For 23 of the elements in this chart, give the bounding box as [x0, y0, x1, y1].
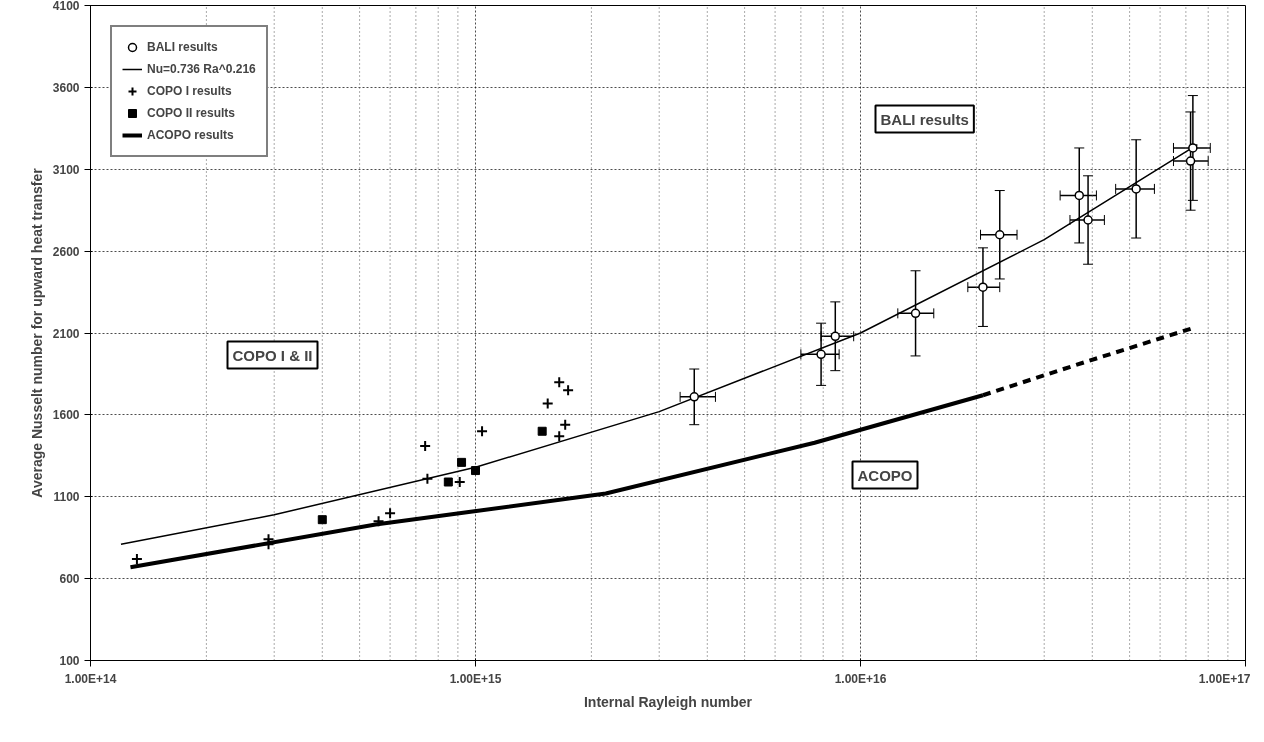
- legend-label: BALI results: [147, 40, 218, 54]
- x-tick-label: 1.00E+14: [64, 671, 117, 686]
- y-tick-label: 2600: [52, 244, 80, 259]
- annotation: COPO I & II: [232, 346, 313, 364]
- y-tick-label: 1100: [53, 490, 80, 505]
- y-tick-label: 3100: [52, 162, 80, 177]
- legend-label: ACOPO results: [147, 128, 234, 142]
- x-tick-label: 1.00E+15: [449, 671, 502, 686]
- legend-label: COPO II results: [147, 106, 236, 120]
- x-axis-title: Internal Rayleigh number: [583, 693, 753, 710]
- legend-label: Nu=0.736 Ra^0.216: [147, 62, 256, 76]
- y-tick-label: 3600: [52, 80, 80, 95]
- y-tick-label: 600: [59, 572, 80, 587]
- annotation: BALI results: [880, 110, 969, 128]
- y-tick-label: 4100: [52, 0, 80, 13]
- legend-label: COPO I results: [147, 84, 232, 98]
- y-tick-label: 1600: [52, 408, 80, 423]
- y-axis-title: Average Nusselt number for upward heat transfer: [28, 167, 45, 498]
- annotation: ACOPO: [857, 466, 913, 484]
- y-tick-label: 2100: [52, 326, 80, 341]
- y-tick-label: 100: [59, 654, 80, 668]
- x-tick-label: 1.00E+17: [1198, 671, 1251, 686]
- x-tick-label: 1.00E+16: [834, 671, 887, 686]
